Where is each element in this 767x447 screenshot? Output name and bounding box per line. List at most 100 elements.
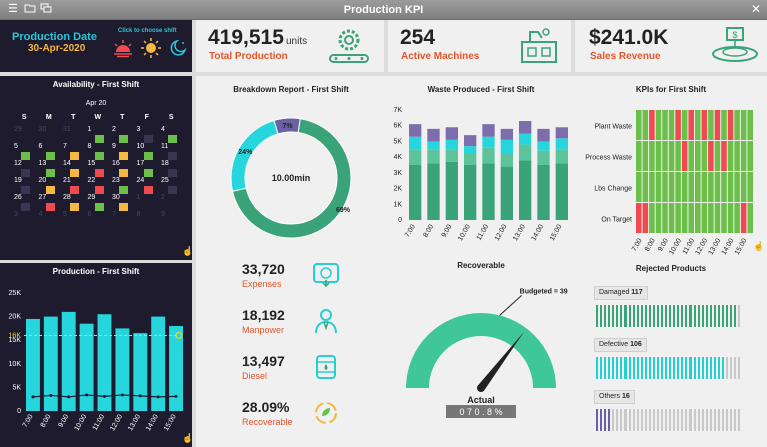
calendar-day-cell[interactable] bbox=[168, 152, 177, 160]
kpi-cell bbox=[688, 203, 694, 233]
calendar-day-cell[interactable] bbox=[168, 135, 177, 143]
calendar-day-cell[interactable] bbox=[119, 169, 128, 177]
sun-icon[interactable] bbox=[140, 38, 162, 63]
calendar-day-cell[interactable] bbox=[94, 186, 104, 194]
calendar-day-cell[interactable] bbox=[119, 203, 128, 211]
calendar-day-cell[interactable] bbox=[143, 169, 153, 177]
calendar-day-label: 7 bbox=[112, 211, 116, 218]
production-bar bbox=[79, 323, 94, 411]
rejected-bar-tick bbox=[661, 409, 664, 431]
rejected-bar-tick bbox=[705, 409, 708, 431]
rejected-title: Rejected Products bbox=[635, 264, 707, 273]
calendar-day-label: 15 bbox=[87, 160, 96, 167]
calendar-day-cell[interactable] bbox=[45, 203, 55, 211]
rejected-bar-tick bbox=[656, 357, 659, 379]
calendar-day-label: 10 bbox=[136, 143, 145, 150]
kpi-cell bbox=[636, 110, 642, 140]
calendar-day-cell[interactable] bbox=[21, 203, 30, 211]
y-tick-label: 3K bbox=[393, 170, 402, 177]
x-tick-label: 13:00 bbox=[512, 223, 527, 242]
calendar-day-cell[interactable] bbox=[70, 152, 79, 160]
calendar-day-cell[interactable] bbox=[45, 169, 55, 177]
kpi-cell bbox=[695, 110, 701, 140]
rejected-bar-tick bbox=[616, 409, 619, 431]
calendar-day-cell[interactable] bbox=[94, 169, 104, 177]
calendar-day-cell[interactable] bbox=[119, 186, 128, 194]
moon-icon[interactable] bbox=[167, 38, 189, 63]
rejected-bar-tick bbox=[730, 305, 733, 327]
calendar-day-cell[interactable] bbox=[21, 169, 30, 177]
pointer-icon[interactable]: ☝ bbox=[182, 246, 194, 256]
calendar-day-label: 21 bbox=[63, 177, 71, 184]
rejected-label: Others bbox=[599, 393, 622, 400]
x-tick-label: 8:00 bbox=[422, 223, 435, 238]
kpi-cell bbox=[701, 141, 708, 171]
kpi-cell bbox=[721, 172, 727, 202]
calendar-day-cell[interactable] bbox=[119, 152, 128, 160]
menu-icon[interactable]: ☰ bbox=[8, 3, 18, 15]
rejected-bar-tick bbox=[652, 357, 655, 379]
kpi-cell bbox=[734, 110, 740, 140]
calendar-day-label: 29 bbox=[87, 194, 96, 201]
calendar-day-cell[interactable] bbox=[45, 152, 55, 160]
calendar-month[interactable]: Apr 20 bbox=[85, 100, 107, 107]
kpi-cell bbox=[681, 203, 688, 233]
kpi-cell bbox=[668, 172, 675, 202]
calendar-day-cell[interactable] bbox=[94, 152, 104, 160]
calendar-day-label: 5 bbox=[14, 143, 18, 150]
kpi-cell bbox=[642, 110, 649, 140]
production-line-point bbox=[138, 394, 142, 398]
rejected-bar-tick bbox=[612, 305, 615, 327]
kpi-cell bbox=[701, 110, 708, 140]
date-panel: Production Date 30-Apr-2020 Click to cho… bbox=[0, 20, 192, 72]
kpi-cell bbox=[740, 172, 747, 202]
rejected-bar-tick bbox=[726, 305, 729, 327]
calendar-day-cell[interactable] bbox=[70, 203, 79, 211]
kpi-heatmap: Plant Waste Process Waste Lbs Change On Tar… bbox=[585, 110, 753, 256]
calendar-day-cell[interactable] bbox=[21, 152, 30, 160]
main-panel: Breakdown Report - First Shift Waste Pro… bbox=[196, 76, 767, 447]
folder-icon[interactable] bbox=[24, 3, 36, 17]
calendar-day-cell[interactable] bbox=[143, 152, 153, 160]
calendar-day-cell[interactable] bbox=[143, 135, 153, 143]
date-value[interactable]: 30-Apr-2020 bbox=[28, 43, 86, 54]
kpi-cell bbox=[727, 172, 734, 202]
waste-bar-segment bbox=[555, 127, 568, 139]
sunrise-icon[interactable] bbox=[112, 38, 134, 63]
calendar-day-cell[interactable] bbox=[143, 186, 153, 194]
budget-marker-line bbox=[499, 294, 522, 316]
calendar-day-cell[interactable] bbox=[94, 203, 104, 211]
calendar-day-cell[interactable] bbox=[21, 186, 30, 194]
waste-bar-segment bbox=[482, 124, 495, 137]
y-tick-label: 20K bbox=[9, 314, 22, 321]
calendar-day-cell[interactable] bbox=[94, 135, 104, 143]
pointer-icon[interactable]: ☝ bbox=[182, 433, 194, 443]
rejected-bar-tick bbox=[701, 357, 704, 379]
calendar-day-cell[interactable] bbox=[168, 186, 177, 194]
waste-bar-segment bbox=[464, 154, 477, 165]
x-tick-label: 15:00 bbox=[734, 237, 749, 256]
donut-slice-label: 24% bbox=[238, 149, 253, 156]
x-tick-label: 12:00 bbox=[109, 413, 124, 432]
calendar-day-cell[interactable] bbox=[119, 135, 128, 143]
rejected-bar-tick bbox=[636, 357, 639, 379]
x-tick-label: 14:00 bbox=[530, 223, 545, 242]
pointer-icon[interactable]: ☝ bbox=[753, 241, 765, 251]
rejected-label-box: Others 16 bbox=[594, 390, 635, 404]
rejected-bar bbox=[596, 409, 741, 431]
calendar-weekday: S bbox=[21, 114, 27, 121]
calendar-day-cell[interactable] bbox=[168, 169, 177, 177]
kpi-cell bbox=[727, 110, 734, 140]
kpi-cell bbox=[714, 141, 721, 171]
calendar-day-cell[interactable] bbox=[70, 186, 79, 194]
calendar-day-label: 29 bbox=[14, 126, 22, 133]
calendar-day-cell[interactable] bbox=[70, 169, 79, 177]
calendar-day-cell[interactable] bbox=[45, 186, 55, 194]
windows-icon[interactable] bbox=[40, 3, 52, 17]
rejected-bar-tick bbox=[673, 357, 676, 379]
waste-chart: 0 1K 2K 3K 4K 5K 6K 7K 7:00 8:00 9:00 10:00 11:00 12:… bbox=[393, 107, 568, 242]
close-icon[interactable]: ✕ bbox=[751, 2, 762, 16]
rejected-bar-tick bbox=[661, 357, 664, 379]
rejected-label-box: Defective 106 bbox=[594, 338, 647, 352]
calendar-day-label: 27 bbox=[38, 194, 47, 201]
